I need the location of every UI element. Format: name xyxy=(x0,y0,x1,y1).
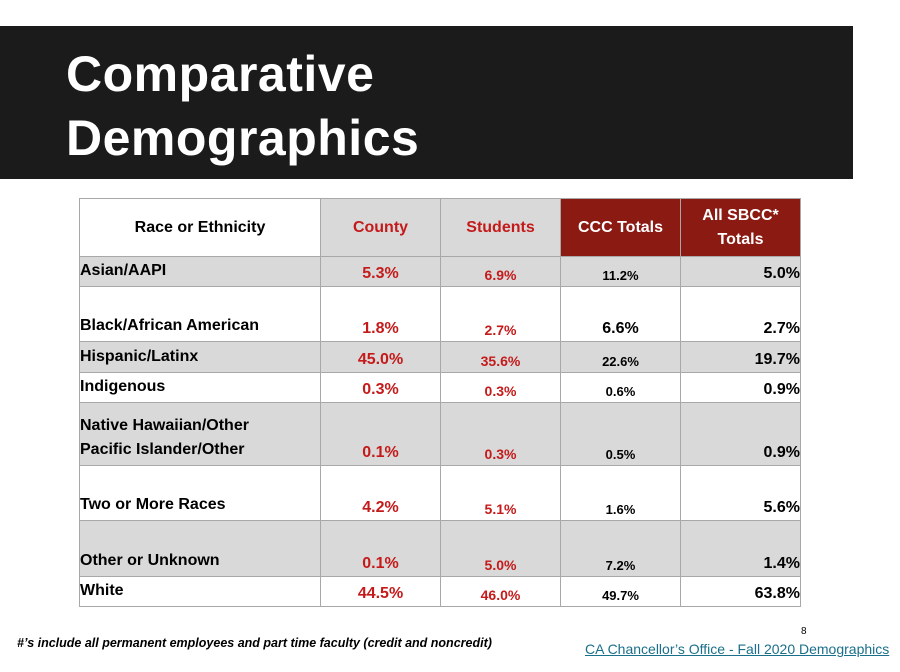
ccc-cell: 6.6% xyxy=(560,286,681,342)
table-header-row: Race or Ethnicity County Students CCC To… xyxy=(79,198,801,257)
sbcc-cell: 63.8% xyxy=(680,576,801,607)
source-link[interactable]: CA Chancellor’s Office - Fall 2020 Demog… xyxy=(585,641,890,657)
header-sbcc-line2: Totals xyxy=(717,230,764,248)
race-cell: Hispanic/Latinx xyxy=(79,341,321,373)
ccc-cell: 11.2% xyxy=(560,256,681,287)
county-cell: 0.1% xyxy=(320,402,441,466)
race-cell: Asian/AAPI xyxy=(79,256,321,287)
county-cell: 44.5% xyxy=(320,576,441,607)
students-cell: 35.6% xyxy=(440,341,561,373)
ccc-cell: 7.2% xyxy=(560,520,681,577)
table-row: Black/African American 1.8% 2.7% 6.6% 2.… xyxy=(79,286,801,342)
students-cell: 0.3% xyxy=(440,372,561,403)
ccc-cell: 0.5% xyxy=(560,402,681,466)
students-cell: 5.0% xyxy=(440,520,561,577)
race-label: Asian/AAPI xyxy=(80,262,167,279)
race-cell: Native Hawaiian/Other Pacific Islander/O… xyxy=(79,402,321,466)
page-number: 8 xyxy=(801,626,807,637)
slide-title: Comparative Demographics xyxy=(66,42,826,170)
ccc-cell: 1.6% xyxy=(560,465,681,521)
ccc-cell: 0.6% xyxy=(560,372,681,403)
race-cell: White xyxy=(79,576,321,607)
county-cell: 0.1% xyxy=(320,520,441,577)
sbcc-cell: 19.7% xyxy=(680,341,801,373)
sbcc-cell: 1.4% xyxy=(680,520,801,577)
sbcc-cell: 5.6% xyxy=(680,465,801,521)
students-cell: 46.0% xyxy=(440,576,561,607)
race-label: Hispanic/Latinx xyxy=(80,348,199,365)
county-cell: 0.3% xyxy=(320,372,441,403)
students-cell: 6.9% xyxy=(440,256,561,287)
demographics-table: Race or Ethnicity County Students CCC To… xyxy=(79,198,801,607)
table-row: Asian/AAPI 5.3% 6.9% 11.2% 5.0% xyxy=(79,256,801,287)
header-race: Race or Ethnicity xyxy=(79,198,321,257)
header-sbcc-line1: All SBCC* xyxy=(702,206,779,224)
table-row: Two or More Races 4.2% 5.1% 1.6% 5.6% xyxy=(79,465,801,521)
ccc-cell: 22.6% xyxy=(560,341,681,373)
table-row: Native Hawaiian/Other Pacific Islander/O… xyxy=(79,402,801,466)
students-cell: 0.3% xyxy=(440,402,561,466)
sbcc-cell: 0.9% xyxy=(680,402,801,466)
table-row: White 44.5% 46.0% 49.7% 63.8% xyxy=(79,576,801,607)
sbcc-cell: 5.0% xyxy=(680,256,801,287)
race-cell: Other or Unknown xyxy=(79,520,321,577)
race-label: Two or More Races xyxy=(80,496,226,513)
county-cell: 4.2% xyxy=(320,465,441,521)
race-label: White xyxy=(80,582,124,599)
slide-title-line2: Demographics xyxy=(66,110,420,166)
race-label-line2: Pacific Islander/Other xyxy=(80,441,245,458)
sbcc-cell: 0.9% xyxy=(680,372,801,403)
header-county: County xyxy=(320,198,441,257)
ccc-cell: 49.7% xyxy=(560,576,681,607)
county-cell: 1.8% xyxy=(320,286,441,342)
race-cell: Black/African American xyxy=(79,286,321,342)
header-ccc-totals: CCC Totals xyxy=(560,198,681,257)
title-bar xyxy=(0,26,853,179)
race-label: Black/African American xyxy=(80,317,260,334)
table-row: Hispanic/Latinx 45.0% 35.6% 22.6% 19.7% xyxy=(79,341,801,373)
students-cell: 2.7% xyxy=(440,286,561,342)
header-students: Students xyxy=(440,198,561,257)
county-cell: 5.3% xyxy=(320,256,441,287)
race-label: Indigenous xyxy=(80,378,166,395)
header-sbcc-totals: All SBCC* Totals xyxy=(680,198,801,257)
county-cell: 45.0% xyxy=(320,341,441,373)
race-cell: Indigenous xyxy=(79,372,321,403)
students-cell: 5.1% xyxy=(440,465,561,521)
race-label: Other or Unknown xyxy=(80,552,220,569)
sbcc-cell: 2.7% xyxy=(680,286,801,342)
table-row: Other or Unknown 0.1% 5.0% 7.2% 1.4% xyxy=(79,520,801,577)
slide-title-line1: Comparative xyxy=(66,46,375,102)
race-cell: Two or More Races xyxy=(79,465,321,521)
table-row: Indigenous 0.3% 0.3% 0.6% 0.9% xyxy=(79,372,801,403)
footnote: #’s include all permanent employees and … xyxy=(17,636,492,650)
race-label: Native Hawaiian/Other xyxy=(80,417,249,434)
